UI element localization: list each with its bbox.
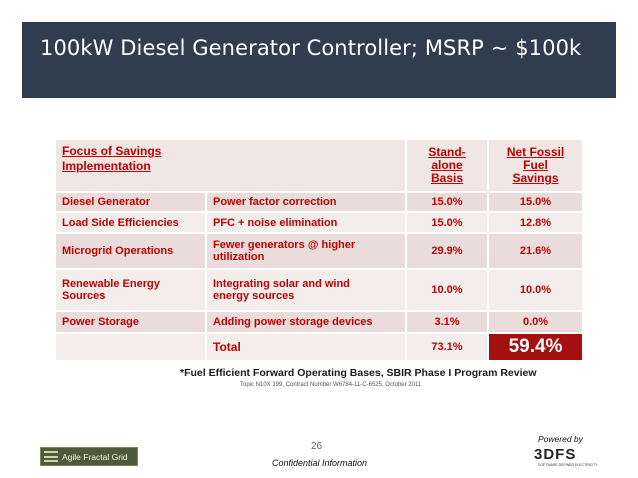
header-standalone: Stand- alone Basis xyxy=(406,140,489,192)
total-spacer xyxy=(56,333,207,361)
grid-bars-icon xyxy=(44,451,58,462)
savings-table: Focus of Savings Implementation Stand- a… xyxy=(56,140,582,362)
header-netfossil-line2: Fuel xyxy=(523,158,548,172)
row-focus-line2: Sources xyxy=(62,290,106,302)
footnote-source: *Fuel Efficient Forward Operating Bases,… xyxy=(180,367,537,379)
row-focus: Load Side Efficiencies xyxy=(56,212,207,233)
row-impl-line2: utilization xyxy=(213,251,265,263)
row-focus: Power Storage xyxy=(56,311,207,333)
row-standalone: 29.9% xyxy=(406,233,489,269)
row-impl: Adding power storage devices xyxy=(206,311,407,333)
row-impl: Fewer generators @ higher utilization xyxy=(206,233,407,269)
row-impl: Power factor correction xyxy=(206,192,407,212)
total-net-fossil: 59.4% xyxy=(488,333,582,361)
row-impl-line1: Fewer generators @ higher xyxy=(213,239,356,251)
row-impl: PFC + noise elimination xyxy=(206,212,407,233)
agile-fractal-grid-logo: Agile Fractal Grid xyxy=(40,447,138,466)
header-netfossil-line1: Net Fossil xyxy=(506,145,565,159)
footnote-contract: Topic N10X 199, Contract Number:W6784-11… xyxy=(240,382,422,388)
slide-title: 100kW Diesel Generator Controller; MSRP … xyxy=(40,36,582,60)
row-net: 0.0% xyxy=(488,311,582,333)
table-row: Diesel Generator Power factor correction… xyxy=(56,192,582,212)
row-net: 10.0% xyxy=(488,269,582,311)
row-standalone: 3.1% xyxy=(406,311,489,333)
right-logo-text: 3DFS xyxy=(534,445,577,463)
table-header-row: Focus of Savings Implementation Stand- a… xyxy=(56,140,582,192)
row-focus: Microgrid Operations xyxy=(56,233,207,269)
right-logo-tagline: SOFTWARE DEFINED ELECTRICITY xyxy=(538,463,598,467)
row-focus: Diesel Generator xyxy=(56,192,207,212)
3dfs-logo: 3DFS SOFTWARE DEFINED ELECTRICITY xyxy=(534,445,600,468)
row-standalone: 15.0% xyxy=(406,192,489,212)
row-standalone: 15.0% xyxy=(406,212,489,233)
total-standalone: 73.1% xyxy=(406,333,489,361)
header-focus: Focus of Savings Implementation xyxy=(56,140,407,192)
row-focus: Renewable Energy Sources xyxy=(56,269,207,311)
header-focus-line2: Implementation xyxy=(62,159,151,173)
row-impl: Integrating solar and wind energy source… xyxy=(206,269,407,311)
left-logo-text: Agile Fractal Grid xyxy=(62,451,128,462)
header-standalone-line2: alone xyxy=(431,158,463,172)
header-netfossil-line3: Savings xyxy=(512,171,559,185)
powered-by-label: Powered by xyxy=(538,434,583,444)
header-net-fossil: Net Fossil Fuel Savings xyxy=(488,140,582,192)
row-standalone: 10.0% xyxy=(406,269,489,311)
row-focus-line1: Renewable Energy xyxy=(62,278,160,290)
row-impl-line1: Integrating solar and wind xyxy=(213,278,350,290)
row-impl-line2: energy sources xyxy=(213,290,295,302)
total-label: Total xyxy=(206,333,407,361)
table-total-row: Total 73.1% 59.4% xyxy=(56,333,582,361)
header-focus-line1: Focus of Savings xyxy=(62,144,162,158)
row-net: 15.0% xyxy=(488,192,582,212)
table-row: Microgrid Operations Fewer generators @ … xyxy=(56,233,582,269)
row-net: 21.6% xyxy=(488,233,582,269)
table-row: Power Storage Adding power storage devic… xyxy=(56,311,582,333)
table-row: Renewable Energy Sources Integrating sol… xyxy=(56,269,582,311)
table-row: Load Side Efficiencies PFC + noise elimi… xyxy=(56,212,582,233)
confidential-label: Confidential Information xyxy=(272,458,368,468)
header-standalone-line1: Stand- xyxy=(428,145,466,159)
row-net: 12.8% xyxy=(488,212,582,233)
title-bar xyxy=(22,22,616,98)
header-standalone-line3: Basis xyxy=(430,171,464,185)
page-number: 26 xyxy=(311,441,323,452)
